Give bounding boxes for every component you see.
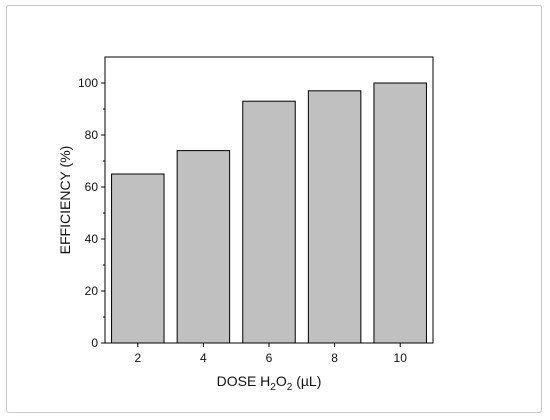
x-tick-label-2: 2 xyxy=(134,351,141,365)
bar-4 xyxy=(176,150,231,344)
bar-8 xyxy=(307,90,362,344)
y-tick-label-80: 80 xyxy=(85,128,99,142)
x-tick-label-10: 10 xyxy=(394,351,408,365)
x-axis-title-suffix: (µL) xyxy=(292,373,321,389)
x-axis-title-prefix: DOSE H xyxy=(217,373,271,389)
x-axis-title-sub2: 2 xyxy=(287,382,293,393)
x-axis-title-sub1: 2 xyxy=(270,382,276,393)
plot-frame xyxy=(104,56,434,344)
x-tick-label-4: 4 xyxy=(200,351,207,365)
y-tick-label-20: 20 xyxy=(85,284,99,298)
y-axis-title: EFFICIENCY (%) xyxy=(57,146,73,255)
x-axis-title: DOSE H2O2 (µL) xyxy=(217,373,322,393)
bar-2 xyxy=(111,173,165,344)
ticks-group xyxy=(101,82,401,347)
x-axis-title-mid: O xyxy=(276,373,287,389)
x-tick-label-6: 6 xyxy=(266,351,273,365)
bar-6 xyxy=(242,100,296,344)
y-tick-label-100: 100 xyxy=(78,76,98,90)
y-tick-label-0: 0 xyxy=(91,336,98,350)
bars-group xyxy=(111,82,427,344)
x-tick-label-8: 8 xyxy=(331,351,338,365)
y-tick-label-40: 40 xyxy=(85,232,99,246)
bar-10 xyxy=(373,82,427,344)
y-tick-label-60: 60 xyxy=(85,180,99,194)
